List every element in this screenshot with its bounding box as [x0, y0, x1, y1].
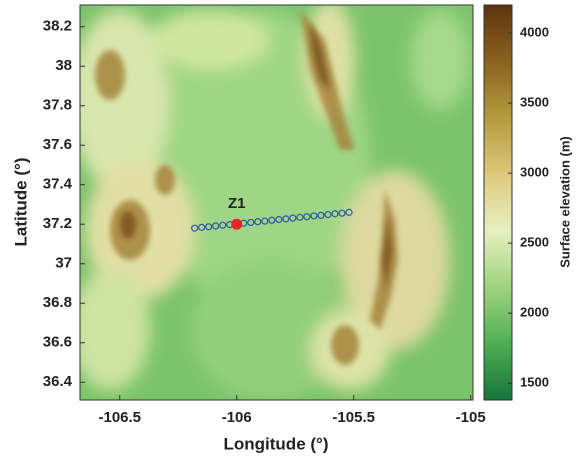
site-label: Z1: [228, 195, 246, 212]
site-marker: [231, 219, 242, 230]
x-tick-label: -105: [456, 409, 486, 426]
colorbar-tick-label: 1500: [520, 375, 549, 390]
y-tick-label: 37.6: [43, 136, 72, 153]
y-tick-label: 37: [55, 255, 72, 272]
y-tick-label: 38.2: [43, 18, 72, 35]
x-tick-label: -106.5: [98, 409, 141, 426]
x-tick-label: -106: [222, 409, 252, 426]
colorbar-tick-label: 2500: [520, 235, 549, 250]
y-tick-label: 36.4: [43, 373, 73, 390]
colorbar-tick-label: 3000: [520, 165, 549, 180]
y-tick-label: 37.8: [43, 97, 72, 114]
x-axis-label: Longitude (°): [224, 434, 329, 453]
x-tick-label: -105.5: [332, 409, 375, 426]
colorbar-label: Surface elevation (m): [557, 136, 572, 268]
y-tick-label: 36.6: [43, 334, 72, 351]
terrain: [70, 0, 473, 400]
colorbar-tick-label: 2000: [520, 305, 549, 320]
colorbar-tick-label: 3500: [520, 94, 549, 109]
y-tick-label: 37.4: [43, 176, 73, 193]
colorbar-tick-label: 4000: [520, 24, 549, 39]
y-tick-label: 36.8: [43, 294, 72, 311]
y-tick-label: 38: [55, 57, 72, 74]
y-axis-label: Latitude (°): [11, 158, 30, 247]
y-tick-label: 37.2: [43, 215, 72, 232]
colorbar: [484, 5, 512, 400]
chart: Longitude (°) Latitude (°) Surface eleva…: [0, 0, 581, 461]
